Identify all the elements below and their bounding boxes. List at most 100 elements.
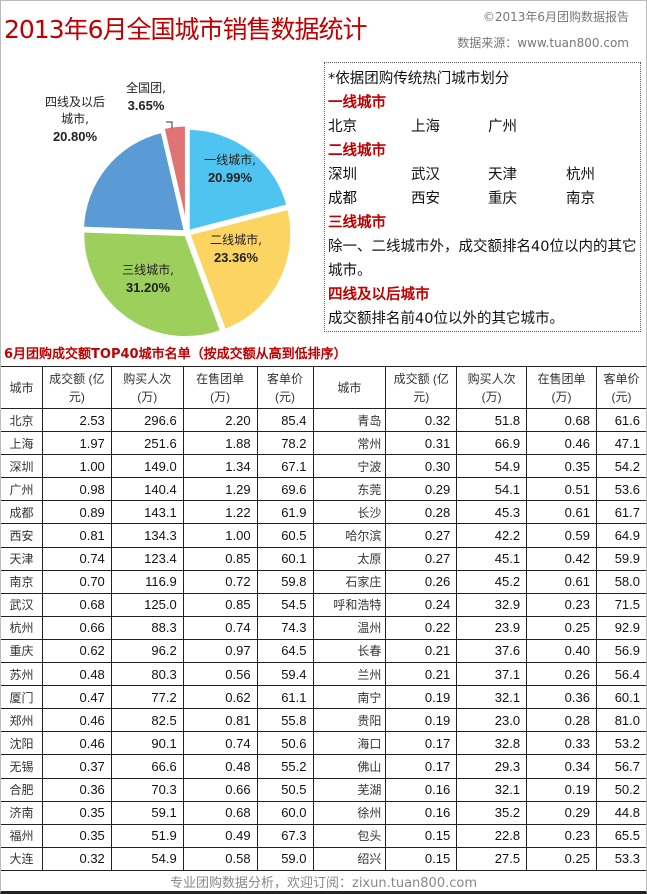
value-cell: 78.2 xyxy=(256,431,314,456)
city-tier-legend: *依据团购传统热门城市划分 一线城市 北京 上海 广州 二线城市 深圳 武汉 天津 杭州成… xyxy=(324,62,641,332)
value-cell: 0.48 xyxy=(41,662,112,687)
value-cell: 143.1 xyxy=(110,500,184,525)
value-cell: 66.6 xyxy=(110,754,184,779)
value-cell: 123.4 xyxy=(110,546,184,571)
value-cell: 0.17 xyxy=(385,731,458,756)
value-cell: 0.47 xyxy=(41,685,112,710)
value-cell: 0.61 xyxy=(526,500,597,525)
tier-city: 成都 xyxy=(328,191,357,207)
value-cell: 0.15 xyxy=(385,846,458,871)
value-cell: 0.46 xyxy=(41,708,112,733)
pie-label-tier1: 一线城市, 20.99% xyxy=(204,153,256,185)
tier-city: 上海 xyxy=(411,119,440,135)
value-cell: 45.3 xyxy=(456,500,528,525)
value-cell: 47.1 xyxy=(595,431,647,456)
value-cell: 1.34 xyxy=(182,454,258,479)
value-cell: 0.24 xyxy=(385,592,458,617)
value-cell: 0.19 xyxy=(385,708,458,733)
table-row: 北京 2.53 296.6 2.20 85.4 青岛 0.32 51.8 0.68 61.6 xyxy=(0,407,647,433)
value-cell: 61.7 xyxy=(595,500,647,525)
value-cell: 0.66 xyxy=(182,777,258,802)
value-cell: 44.8 xyxy=(595,800,647,825)
table-row: 成都 0.89 143.1 1.22 61.9 长沙 0.28 45.3 0.61 61.7 xyxy=(0,500,647,525)
city-cell: 太原 xyxy=(312,546,387,571)
column-header: 在售团单 (万) xyxy=(526,366,597,409)
value-cell: 296.6 xyxy=(110,407,184,433)
city-cell: 杭州 xyxy=(0,615,43,640)
value-cell: 59.8 xyxy=(256,569,314,594)
value-cell: 32.8 xyxy=(456,731,528,756)
value-cell: 53.6 xyxy=(595,477,647,502)
value-cell: 0.42 xyxy=(526,546,597,571)
value-cell: 0.85 xyxy=(182,592,258,617)
value-cell: 59.0 xyxy=(256,846,314,871)
value-cell: 92.9 xyxy=(595,615,647,640)
column-header: 城市 xyxy=(0,366,43,409)
pie-slice xyxy=(161,123,188,229)
value-cell: 90.1 xyxy=(110,731,184,756)
value-cell: 0.33 xyxy=(526,731,597,756)
value-cell: 0.89 xyxy=(41,500,112,525)
value-cell: 0.70 xyxy=(41,569,112,594)
value-cell: 0.27 xyxy=(385,523,458,548)
city-cell: 福州 xyxy=(0,823,43,848)
value-cell: 96.2 xyxy=(110,638,184,664)
value-cell: 59.9 xyxy=(595,546,647,571)
city-cell: 北京 xyxy=(0,407,43,433)
value-cell: 0.35 xyxy=(41,823,112,848)
tier-city: 深圳 xyxy=(328,167,357,183)
value-cell: 67.3 xyxy=(256,823,314,848)
tier1-cities: 北京 上海 广州 xyxy=(328,115,637,139)
value-cell: 1.97 xyxy=(41,431,112,456)
city-cell: 郑州 xyxy=(0,708,43,733)
value-cell: 0.16 xyxy=(385,800,458,825)
city-cell: 无锡 xyxy=(0,754,43,779)
value-cell: 66.9 xyxy=(456,431,528,456)
city-cell: 长春 xyxy=(312,638,387,664)
value-cell: 0.30 xyxy=(385,454,458,479)
city-cell: 绍兴 xyxy=(312,846,387,871)
value-cell: 1.00 xyxy=(41,454,112,479)
pie-slice xyxy=(186,126,290,234)
value-cell: 71.5 xyxy=(595,592,647,617)
table-row: 武汉 0.68 125.0 0.85 54.5 呼和浩特 0.24 32.9 0.23 71.5 xyxy=(0,592,647,617)
value-cell: 0.21 xyxy=(385,638,458,664)
top40-table: 城市 成交额 (亿元) 购买人次 (万) 在售团单 (万) 客单价 (元) 城市 成交额 (… xyxy=(0,366,647,871)
value-cell: 85.4 xyxy=(256,407,314,433)
value-cell: 64.5 xyxy=(256,638,314,664)
value-cell: 0.32 xyxy=(385,407,458,433)
value-cell: 1.22 xyxy=(182,500,258,525)
value-cell: 0.28 xyxy=(526,708,597,733)
value-cell: 0.68 xyxy=(41,592,112,617)
value-cell: 56.4 xyxy=(595,662,647,687)
tier2-title: 二线城市 xyxy=(328,143,386,159)
tier-city: 天津 xyxy=(488,167,517,183)
table-row: 深圳 1.00 149.0 1.34 67.1 宁波 0.30 54.9 0.35 54.2 xyxy=(0,454,647,479)
value-cell: 251.6 xyxy=(110,431,184,456)
value-cell: 60.5 xyxy=(256,523,314,548)
table-row: 南京 0.70 116.9 0.72 59.8 石家庄 0.26 45.2 0.61 58.0 xyxy=(0,569,647,594)
value-cell: 22.8 xyxy=(456,823,528,848)
city-cell: 石家庄 xyxy=(312,569,387,594)
value-cell: 0.97 xyxy=(182,638,258,664)
table-row: 无锡 0.37 66.6 0.48 55.2 佛山 0.17 29.3 0.34 56.7 xyxy=(0,754,647,779)
value-cell: 116.9 xyxy=(110,569,184,594)
value-cell: 77.2 xyxy=(110,685,184,710)
value-cell: 27.5 xyxy=(456,846,528,871)
city-cell: 天津 xyxy=(0,546,43,571)
value-cell: 0.36 xyxy=(41,777,112,802)
value-cell: 61.9 xyxy=(256,500,314,525)
city-cell: 武汉 xyxy=(0,592,43,617)
pie-label-tier4: 四线及以后城市, 20.80% xyxy=(44,95,105,144)
city-cell: 成都 xyxy=(0,500,43,525)
value-cell: 0.85 xyxy=(182,546,258,571)
value-cell: 0.56 xyxy=(182,662,258,687)
value-cell: 0.28 xyxy=(385,500,458,525)
value-cell: 0.68 xyxy=(182,800,258,825)
data-source: 数据来源：www.tuan800.com xyxy=(457,36,629,50)
value-cell: 60.0 xyxy=(256,800,314,825)
city-cell: 宁波 xyxy=(312,454,387,479)
value-cell: 0.74 xyxy=(182,615,258,640)
value-cell: 0.35 xyxy=(41,800,112,825)
value-cell: 56.7 xyxy=(595,754,647,779)
